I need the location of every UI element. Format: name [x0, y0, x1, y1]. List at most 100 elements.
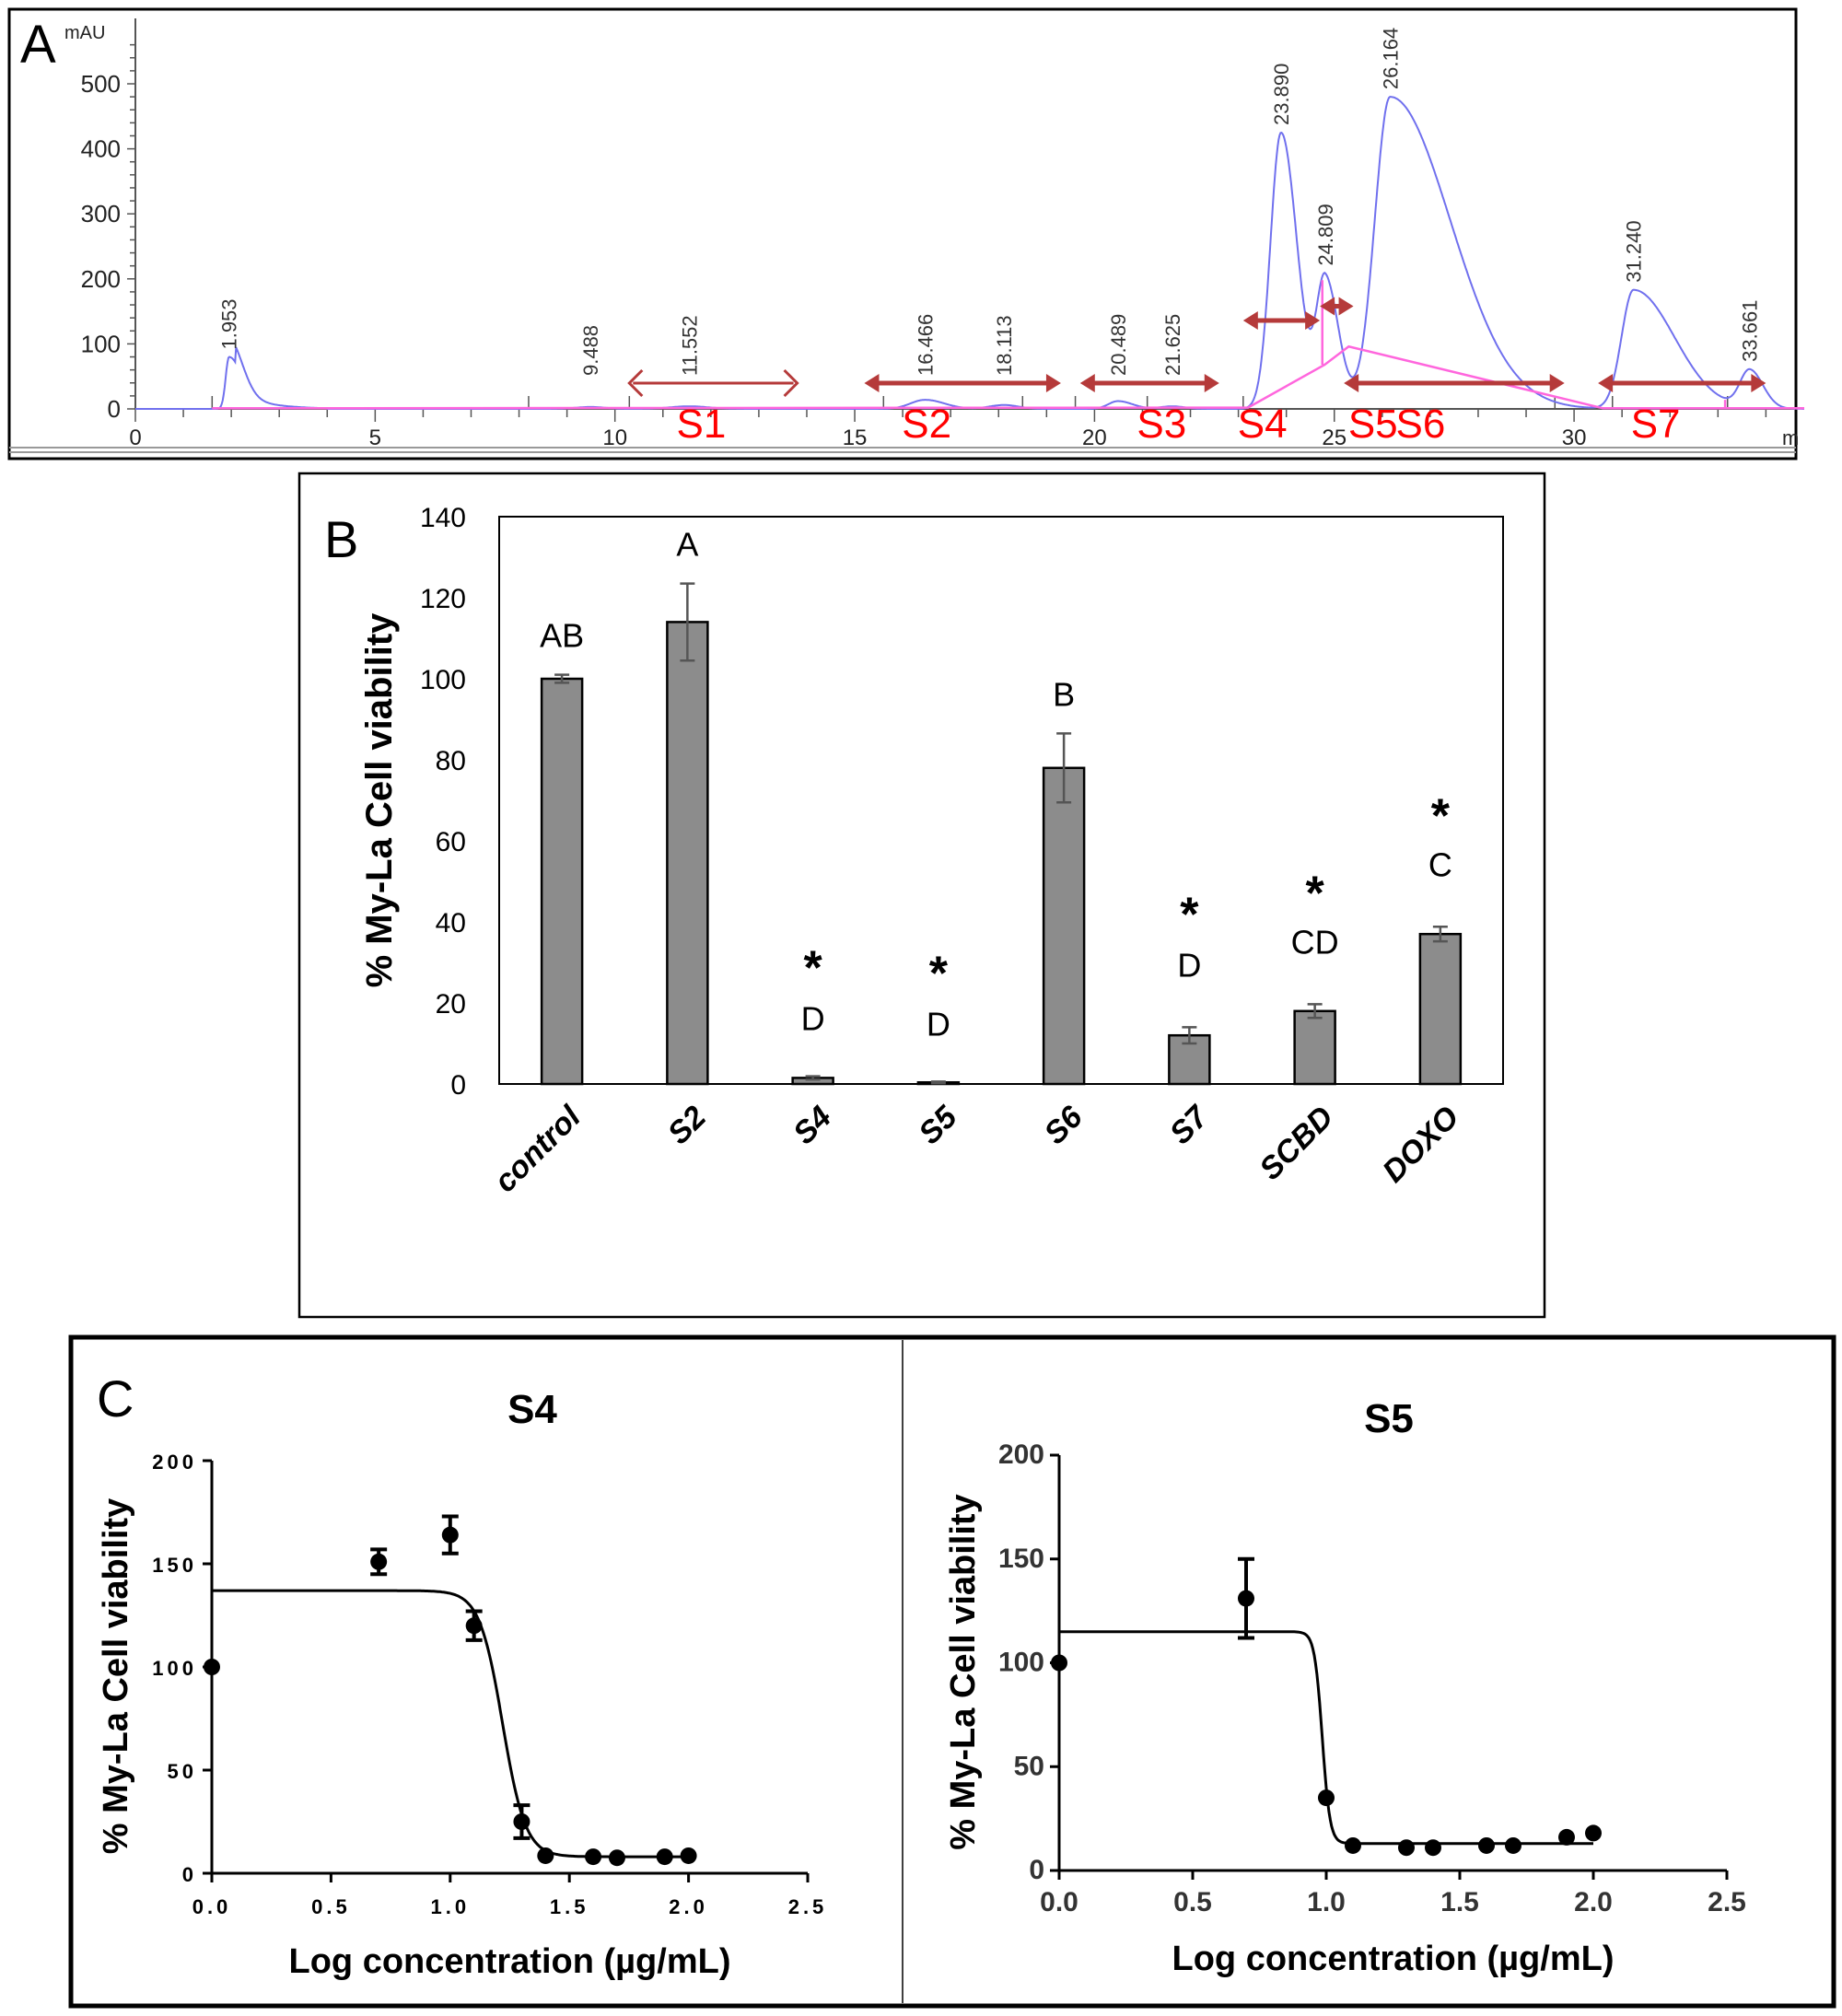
- y-tick-label: 500: [81, 70, 121, 98]
- arrow-head-right: [783, 368, 799, 398]
- data-point: [1238, 1590, 1254, 1607]
- y-tick-label: 50: [1014, 1751, 1044, 1781]
- y-tick-label: 0: [108, 395, 121, 423]
- y-tick-label: 0: [182, 1863, 197, 1886]
- fit-curve: [1059, 1630, 1593, 1846]
- x-tick-label: 2.0: [669, 1895, 708, 1918]
- fraction-label: S5: [1348, 402, 1398, 447]
- x-tick-label: 1.5: [550, 1895, 589, 1918]
- peak-label: 16.466: [914, 314, 937, 376]
- significance-asterisk: *: [1306, 867, 1325, 920]
- data-point: [1398, 1839, 1415, 1857]
- y-axis-title: % My-La Cell viability: [359, 612, 400, 988]
- arrow-head-right: [1338, 297, 1354, 316]
- significance-letter: B: [1053, 675, 1075, 713]
- fraction-arrow-s3: [1079, 374, 1219, 392]
- arrow-head-left: [1079, 374, 1095, 392]
- y-tick-label: 300: [81, 200, 121, 227]
- data-point: [204, 1659, 220, 1675]
- y-tick-label: 50: [168, 1760, 197, 1783]
- x-tick-label: 20: [1082, 425, 1107, 450]
- arrow-head-right: [1204, 374, 1219, 392]
- data-point: [680, 1847, 697, 1864]
- chart-title: S4: [507, 1387, 557, 1432]
- significance-letter: D: [1177, 946, 1201, 984]
- x-tick-label: 1.0: [1307, 1887, 1346, 1917]
- arrow-head-right: [1045, 374, 1061, 392]
- data-point: [1585, 1824, 1602, 1842]
- y-tick-label: 100: [998, 1648, 1044, 1678]
- y-tick-label: 100: [81, 330, 121, 357]
- y-axis-title: % My-La Cell viability: [97, 1498, 135, 1854]
- significance-letter: C: [1428, 845, 1452, 883]
- y-tick-label: 400: [81, 135, 121, 163]
- y-tick-label: 0: [450, 1070, 466, 1101]
- x-tick-label: 5: [369, 425, 381, 450]
- fraction-label: S1: [677, 402, 727, 447]
- y-axis-title: % My-La Cell viability: [944, 1494, 983, 1849]
- y-tick-label: 200: [152, 1451, 197, 1474]
- fraction-label: S7: [1631, 402, 1681, 447]
- y-tick-label: 40: [436, 908, 466, 938]
- arrow-head-left: [1320, 297, 1335, 316]
- data-point: [1345, 1836, 1361, 1854]
- x-tick-label: 0.0: [192, 1895, 232, 1918]
- x-tick-label: 0.5: [311, 1895, 351, 1918]
- data-point: [1051, 1654, 1067, 1672]
- y-tick-label: 100: [152, 1657, 197, 1680]
- bar-control: [540, 677, 584, 1086]
- significance-asterisk: *: [1431, 789, 1451, 843]
- y-tick-label: 80: [436, 746, 466, 776]
- significance-letter: D: [927, 1005, 950, 1043]
- data-point: [513, 1813, 530, 1830]
- panel-b: B 0 20 40 60 80 100 120 140 % My-La Cell viabilit…: [297, 472, 1546, 1319]
- y-tick-label: 120: [420, 584, 466, 614]
- dose-response-s4: S4 0 50 100 150 200 0.0 0.5 1.0 1.5 2.0 2.5 Log conc…: [97, 1387, 828, 1981]
- fraction-arrow-s2: [864, 374, 1061, 392]
- significance-letter: CD: [1291, 923, 1339, 961]
- x-tick-label: 2.5: [1708, 1887, 1746, 1917]
- fraction-arrow-s1: [627, 368, 799, 398]
- bar-scbd: [1293, 1009, 1336, 1086]
- y-tick-label: 60: [436, 827, 466, 857]
- peak-label: 23.890: [1270, 64, 1293, 125]
- x-tick-label: 0: [129, 425, 141, 450]
- integration-baseline: [212, 344, 1805, 410]
- significance-letter: A: [676, 526, 698, 564]
- y-tick-label: 150: [998, 1544, 1044, 1574]
- significance-asterisk: *: [804, 942, 823, 996]
- data-point: [585, 1848, 602, 1866]
- data-point: [370, 1553, 388, 1570]
- dose-response-s5: S5 0 50 100 150 200 0.0 0.5 1.0 1.5 2.0 2.5 Log conc…: [944, 1396, 1746, 1978]
- arrow-head-left: [627, 368, 644, 398]
- peak-label: 21.625: [1161, 314, 1184, 376]
- x-axis-title: Log concentration (µg/mL): [1172, 1940, 1615, 1978]
- fraction-arrow-s5: [1320, 297, 1354, 316]
- panel-label-b: B: [324, 510, 358, 568]
- arrow-head-left: [864, 374, 880, 392]
- x-tick-label: 1.0: [431, 1895, 471, 1918]
- data-point: [465, 1617, 483, 1635]
- panel-label-c: C: [97, 1369, 134, 1428]
- data-point: [1425, 1839, 1441, 1857]
- fraction-arrow-s7: [1598, 374, 1766, 392]
- arrow-head-left: [1242, 310, 1258, 330]
- peak-label: 20.489: [1107, 314, 1130, 376]
- panel-label-a: A: [20, 15, 56, 75]
- y-tick-label: 200: [998, 1439, 1044, 1470]
- data-point: [1558, 1828, 1575, 1846]
- arrow-head-left: [1344, 374, 1359, 392]
- x-tick-label: 2.5: [788, 1895, 828, 1918]
- x-tick-label: 15: [843, 425, 868, 450]
- peak-label: 18.113: [993, 315, 1016, 376]
- significance-asterisk: *: [1180, 888, 1199, 941]
- y-tick-label: 200: [81, 265, 121, 293]
- plot-area: [498, 516, 1504, 1085]
- y-tick-label: 0: [1029, 1855, 1044, 1885]
- data-point: [656, 1848, 673, 1866]
- y-tick-label: 140: [420, 503, 466, 533]
- fraction-label: S6: [1396, 402, 1446, 447]
- x-tick-label: 2.0: [1574, 1887, 1613, 1917]
- x-tick-label: 10: [602, 425, 627, 450]
